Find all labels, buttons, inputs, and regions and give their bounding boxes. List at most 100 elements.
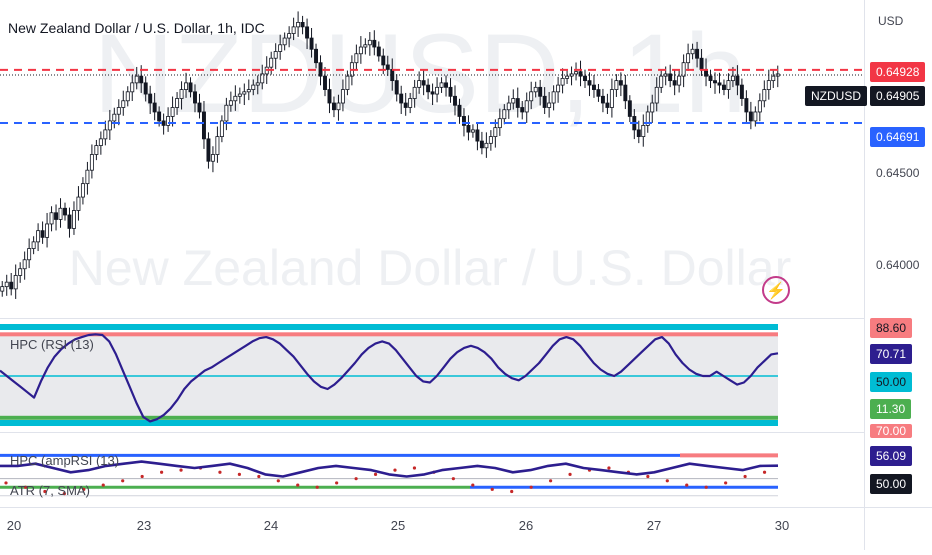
amprsi-dot (529, 485, 533, 489)
candle-body (45, 223, 50, 238)
rsi-pane-label[interactable]: HPC (RSI (13) (10, 337, 94, 352)
candle-body (318, 62, 323, 77)
candle-body (224, 104, 229, 122)
candle-body (529, 91, 534, 102)
amprsi-pane-label[interactable]: HPC (ampRSI (13) (10, 453, 120, 468)
rsi-value-badge: 70.71 (870, 344, 913, 364)
amprsi-dot (218, 470, 222, 474)
candle-body (251, 84, 256, 90)
candle-body (255, 82, 260, 86)
amprsi-dot (179, 468, 183, 472)
candle-body (506, 102, 511, 111)
candle-body (18, 268, 23, 276)
candle-body (757, 100, 762, 113)
candle-body (448, 86, 453, 97)
amprsi-dot (373, 472, 378, 476)
candle-body (148, 93, 153, 104)
candle-body (175, 98, 180, 108)
candle-body (27, 248, 32, 261)
candle-body (618, 80, 623, 86)
candle-body (690, 48, 695, 55)
candle-body (771, 75, 776, 82)
price-tick-label: 0.64500 (876, 166, 920, 180)
amprsi-dot (743, 474, 747, 479)
candle-body (363, 44, 368, 48)
amprsi-value-badge: 56.09 (870, 446, 913, 466)
candle-body (179, 89, 184, 99)
candle-body (663, 73, 668, 77)
amprsi-upper-badge: 70.00 (870, 424, 913, 438)
candle-body (659, 75, 664, 88)
candle-body (596, 89, 601, 97)
candle-body (31, 241, 36, 249)
candle-body (296, 21, 301, 28)
currency-label: USD (878, 14, 904, 28)
candle-body (345, 75, 350, 90)
candle-body (228, 100, 233, 106)
time-tick-label: 24 (264, 518, 278, 533)
candle-body (623, 84, 628, 102)
candle-body (381, 55, 386, 66)
candle-body (574, 71, 579, 75)
candle-body (668, 73, 673, 82)
candle-body (116, 107, 121, 115)
amprsi-dot (471, 483, 475, 487)
amprsi-dot (646, 474, 650, 479)
candle-body (89, 154, 94, 171)
candle-body (215, 136, 220, 155)
candle-body (488, 136, 493, 144)
time-tick-label: 23 (137, 518, 151, 533)
rsi-lower-line (0, 415, 778, 420)
candle-body (134, 75, 139, 84)
last-price-badge: 0.64905 (870, 86, 926, 106)
amprsi-dot (121, 479, 125, 483)
candle-body (645, 111, 650, 126)
candle-body (453, 95, 457, 106)
candle-body (493, 127, 498, 138)
candle-body (547, 102, 552, 108)
candle-body (269, 57, 274, 68)
time-tick-label: 20 (7, 518, 21, 533)
rsi-pane[interactable] (0, 324, 779, 426)
candle-body (735, 75, 740, 86)
candle-body (636, 129, 641, 138)
candle-body (233, 95, 238, 102)
candle-body (327, 89, 332, 104)
candle-body (695, 48, 700, 59)
amprsi-dot (23, 485, 28, 489)
support-price-badge: 0.64691 (870, 127, 926, 147)
amprsi-pane[interactable] (0, 453, 779, 497)
candle-body (58, 207, 63, 220)
price-pane[interactable] (0, 11, 864, 299)
candle-body (260, 73, 265, 84)
candle-body (677, 75, 682, 86)
candle-body (143, 82, 148, 95)
candle-body (54, 212, 59, 220)
candle-body (538, 86, 543, 97)
amprsi-dot (335, 481, 339, 485)
amprsi-dot (62, 492, 66, 496)
candle-body (748, 111, 753, 122)
candle-body (161, 120, 166, 126)
candle-body (309, 37, 314, 50)
candle-body (300, 21, 305, 28)
candle-body (282, 37, 287, 46)
candle-body (219, 120, 224, 138)
atr-pane-label[interactable]: ATR (7, SMA) (10, 483, 90, 498)
candle-body (0, 286, 5, 292)
lightning-icon[interactable]: ⚡ (762, 276, 790, 304)
resistance-price-badge: 0.64928 (870, 62, 926, 82)
amprsi-dot (607, 466, 611, 470)
amprsi-dot (257, 474, 261, 479)
candle-body (197, 102, 202, 113)
amprsi-dot (140, 474, 144, 479)
candle-body (551, 91, 556, 104)
candle-body (314, 48, 319, 64)
candle-body (372, 39, 377, 48)
candle-body (721, 84, 726, 90)
candle-body (408, 98, 413, 108)
candle-body (80, 183, 85, 198)
candle-body (94, 145, 99, 155)
